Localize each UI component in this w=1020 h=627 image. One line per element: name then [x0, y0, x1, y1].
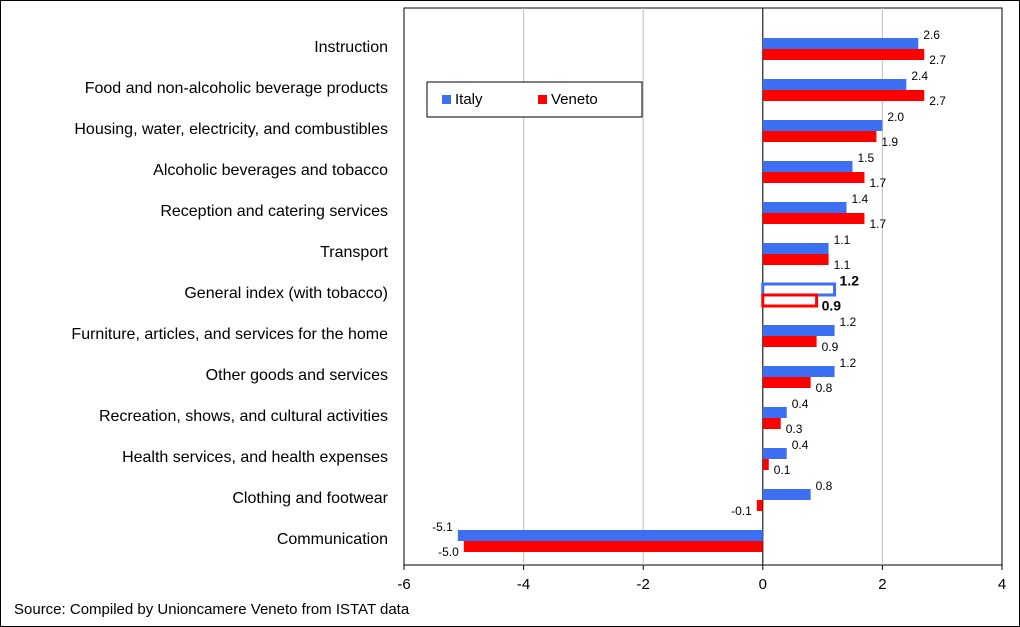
bar [762, 161, 853, 172]
value-label: -5.1 [432, 520, 453, 534]
value-label: 1.9 [881, 135, 898, 149]
bar [756, 500, 763, 511]
x-tick-label: -6 [397, 576, 410, 593]
value-label: 1.2 [840, 315, 857, 329]
y-tick-label: Reception and catering services [160, 203, 388, 220]
bar [762, 131, 877, 142]
bar [762, 377, 811, 388]
x-tick-label: 4 [998, 576, 1006, 593]
value-label: 1.7 [869, 217, 886, 231]
value-label: 0.9 [822, 298, 842, 314]
bar [762, 202, 847, 213]
value-label: 1.1 [834, 233, 851, 247]
value-label: 1.5 [858, 151, 875, 165]
y-tick-label: Health services, and health expenses [122, 449, 388, 466]
y-tick-label: Transport [320, 244, 388, 261]
value-label: 2.4 [911, 69, 928, 83]
y-tick-label: Communication [277, 531, 388, 548]
bar [762, 336, 817, 347]
x-tick-label: -2 [637, 576, 650, 593]
value-label: 2.0 [887, 110, 904, 124]
x-tick-label: 0 [759, 576, 767, 593]
value-label: 1.7 [869, 176, 886, 190]
value-label: 0.9 [822, 340, 839, 354]
bar [762, 459, 769, 470]
value-label: 0.4 [792, 438, 809, 452]
value-label: -0.1 [731, 504, 752, 518]
x-tick-label: -4 [517, 576, 530, 593]
y-tick-label: Alcoholic beverages and tobacco [153, 162, 388, 179]
value-label: 1.1 [834, 258, 851, 272]
bar [762, 213, 865, 224]
y-tick-label: General index (with tobacco) [184, 285, 388, 302]
legend-label: Veneto [551, 91, 598, 108]
bar [762, 243, 829, 254]
value-label: 0.1 [774, 463, 791, 477]
bar [761, 293, 819, 308]
value-label: 0.4 [792, 397, 809, 411]
y-tick-label: Other goods and services [206, 367, 388, 384]
bar [457, 530, 763, 541]
bar [762, 172, 865, 183]
value-label: 2.7 [929, 94, 946, 108]
x-tick-label: 2 [878, 576, 886, 593]
value-label: 2.6 [923, 28, 940, 42]
bar [762, 366, 835, 377]
legend-label: Italy [455, 91, 483, 108]
bar [463, 541, 763, 552]
value-label: 1.2 [840, 273, 860, 289]
y-tick-label: Food and non-alcoholic beverage products [85, 80, 388, 97]
y-tick-label: Housing, water, electricity, and combust… [74, 121, 388, 138]
value-label: 2.7 [929, 53, 946, 67]
value-label: -5.0 [438, 545, 459, 559]
source-note: Source: Compiled by Unioncamere Veneto f… [14, 601, 410, 618]
bar [761, 282, 837, 297]
y-tick-label: Furniture, articles, and services for th… [71, 326, 388, 343]
value-label: 0.8 [816, 479, 833, 493]
value-label: 1.4 [852, 192, 869, 206]
y-tick-label: Clothing and footwear [232, 490, 388, 507]
bar [762, 49, 925, 60]
value-label: 0.3 [786, 422, 803, 436]
bar [762, 254, 829, 265]
legend-box [426, 81, 643, 118]
bar [762, 448, 787, 459]
y-tick-label: Recreation, shows, and cultural activiti… [99, 408, 388, 425]
bar [762, 418, 781, 429]
legend-swatch [538, 95, 547, 104]
bar [762, 90, 925, 101]
bar [762, 120, 883, 131]
bar [762, 38, 919, 49]
bar [762, 79, 907, 90]
bar [762, 489, 811, 500]
bar [762, 407, 787, 418]
bar [762, 325, 835, 336]
value-label: 1.2 [840, 356, 857, 370]
legend-swatch [442, 95, 451, 104]
value-label: 0.8 [816, 381, 833, 395]
y-tick-label: Instruction [314, 39, 388, 56]
